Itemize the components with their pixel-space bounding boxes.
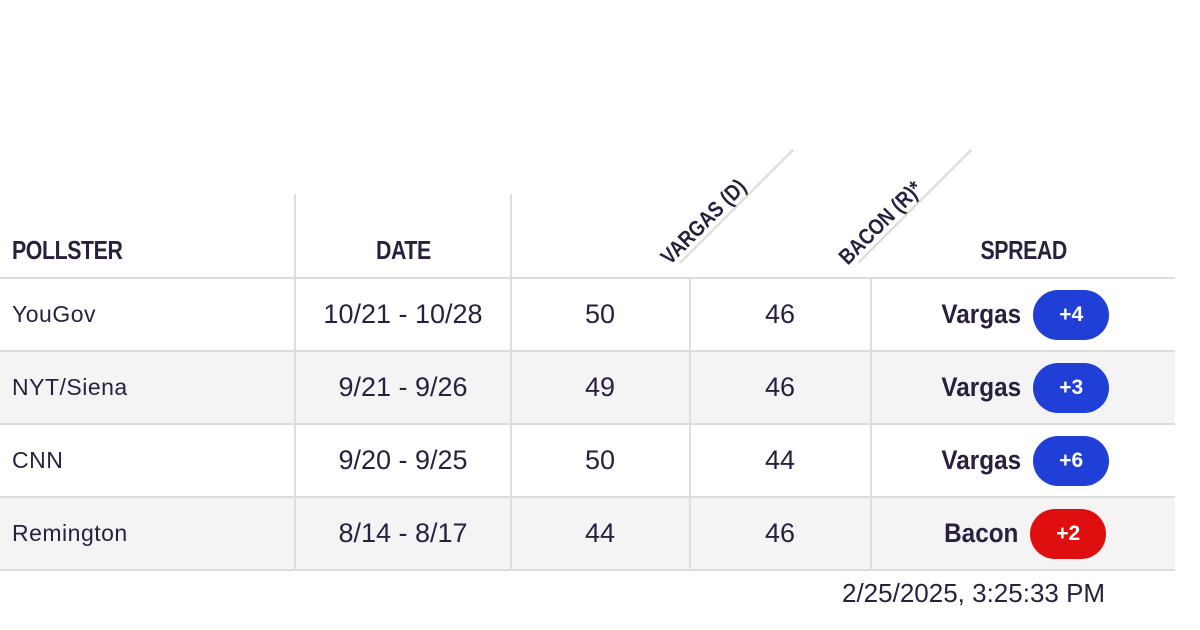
column-divider <box>689 352 691 423</box>
column-divider <box>510 279 512 350</box>
last-updated-timestamp: 2/25/2025, 3:25:33 PM <box>842 578 1106 608</box>
cell-date: 9/21 - 9/26 <box>338 372 468 402</box>
cell-spread: Vargas +3 <box>871 352 1175 423</box>
header-divider <box>510 194 512 278</box>
table-body: YouGov 10/21 - 10/28 50 46 Vargas +4 NYT… <box>0 277 1175 571</box>
column-divider <box>870 425 872 496</box>
spread-leader: Vargas <box>941 372 1021 402</box>
column-divider <box>510 425 512 496</box>
column-divider <box>510 352 512 423</box>
table-row[interactable]: YouGov 10/21 - 10/28 50 46 Vargas +4 <box>0 277 1175 350</box>
spread-leader: Vargas <box>941 299 1021 329</box>
table-bottom-border <box>0 569 1175 571</box>
table-row[interactable]: Remington 8/14 - 8/17 44 46 Bacon +2 <box>0 496 1175 569</box>
cell-bacon: 46 <box>764 518 796 548</box>
column-divider <box>294 279 296 350</box>
header-spread[interactable]: SPREAD <box>872 194 1175 278</box>
header-date[interactable]: DATE <box>295 194 511 278</box>
cell-bacon: 46 <box>764 299 796 329</box>
header-pollster-label: POLLSTER <box>12 235 123 265</box>
table-row[interactable]: NYT/Siena 9/21 - 9/26 49 46 Vargas +3 <box>0 350 1175 423</box>
spread-badge: +6 <box>1033 435 1110 486</box>
cell-bacon: 44 <box>764 445 796 475</box>
table-row[interactable]: CNN 9/20 - 9/25 50 44 Vargas +6 <box>0 423 1175 496</box>
header-divider <box>294 194 296 278</box>
header-candidate-d[interactable]: VARGAS (D) <box>655 173 751 270</box>
column-divider <box>689 425 691 496</box>
cell-pollster[interactable]: NYT/Siena <box>12 374 128 400</box>
column-divider <box>294 425 296 496</box>
spread-badge: +4 <box>1033 289 1110 340</box>
column-divider <box>689 279 691 350</box>
cell-vargas: 50 <box>584 299 616 329</box>
cell-bacon: 46 <box>764 372 796 402</box>
cell-vargas: 44 <box>584 518 616 548</box>
cell-spread: Vargas +4 <box>871 279 1175 350</box>
cell-pollster[interactable]: YouGov <box>12 301 96 327</box>
cell-spread: Bacon +2 <box>871 498 1175 569</box>
header-pollster[interactable]: POLLSTER <box>12 194 147 278</box>
spread-leader: Vargas <box>941 445 1021 475</box>
cell-pollster[interactable]: Remington <box>12 520 128 546</box>
cell-vargas: 50 <box>584 445 616 475</box>
column-divider <box>689 498 691 569</box>
column-divider <box>294 498 296 569</box>
cell-vargas: 49 <box>584 372 616 402</box>
cell-spread: Vargas +6 <box>871 425 1175 496</box>
header-spread-label: SPREAD <box>980 235 1067 265</box>
column-divider <box>510 498 512 569</box>
cell-date: 9/20 - 9/25 <box>338 445 468 475</box>
column-divider <box>870 352 872 423</box>
cell-date: 10/21 - 10/28 <box>323 299 483 329</box>
spread-badge: +3 <box>1033 362 1110 413</box>
cell-pollster[interactable]: CNN <box>12 447 64 473</box>
table-header: POLLSTER DATE VARGAS (D) BACON (R)* SPRE… <box>0 0 1175 278</box>
spread-leader: Bacon <box>943 518 1019 548</box>
cell-date: 8/14 - 8/17 <box>338 518 468 548</box>
header-date-label: DATE <box>375 235 431 265</box>
column-divider <box>870 279 872 350</box>
column-divider <box>294 352 296 423</box>
column-divider <box>870 498 872 569</box>
spread-badge: +2 <box>1030 508 1107 559</box>
